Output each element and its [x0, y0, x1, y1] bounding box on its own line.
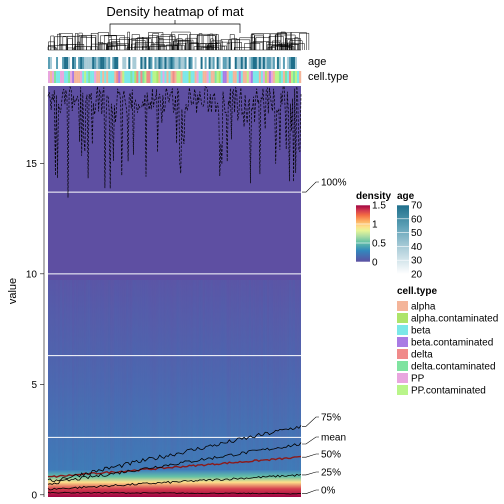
age-legend-tick-label: 30	[411, 256, 423, 267]
age-row-label: age	[308, 56, 326, 68]
quantile-label: 0%	[321, 486, 336, 497]
quantile-leader-line	[302, 489, 319, 494]
density-legend-ticks: 1.5 1 0.5 0	[356, 201, 386, 269]
age-legend: age 70 60 50 40 30 20	[397, 191, 423, 281]
cell-type-annotation-row	[48, 71, 302, 83]
cell-type-legend-swatch	[397, 349, 408, 359]
density-legend-colorbar	[356, 205, 370, 262]
cell-type-legend-swatch	[397, 361, 408, 371]
cell-type-legend-swatch	[397, 337, 408, 347]
cell-type-legend-swatch	[397, 325, 408, 335]
density-legend-tick-label: 0	[372, 258, 378, 269]
quantile-label: 25%	[321, 468, 341, 479]
quantile-leader-line	[302, 416, 319, 427]
cell-type-legend-label: beta	[411, 326, 431, 337]
quantile-line-25	[47, 473, 302, 491]
cell-type-legend-label: beta.contaminated	[411, 338, 493, 349]
density-legend: density 1.5 1 0.5 0	[356, 191, 391, 269]
quantile-label: 75%	[321, 413, 341, 424]
quantile-line-100	[47, 85, 302, 198]
cell-type-legend-swatch	[397, 301, 408, 311]
heatmap-lower-field	[48, 280, 301, 470]
density-legend-tick-label: 1.5	[372, 201, 386, 212]
quantile-leader-line	[302, 436, 319, 445]
cell-type-legend-items: alphaalpha.contaminatedbetabeta.contamin…	[397, 301, 498, 397]
cell-type-legend-swatch	[397, 313, 408, 323]
cell-type-legend-label: delta	[411, 350, 433, 361]
quantile-label: 50%	[321, 450, 341, 461]
density-heatmap-body	[47, 85, 302, 497]
y-tick-label: 15	[26, 159, 38, 170]
chart-title: Density heatmap of mat	[106, 4, 244, 19]
quantile-line-mean	[47, 442, 302, 485]
heatmap-column-strips	[48, 280, 299, 470]
cell-type-legend-label: alpha	[411, 302, 436, 313]
age-legend-tick-label: 50	[411, 228, 423, 239]
y-axis-label: value	[7, 278, 19, 304]
y-axis: 0 5 10 15	[26, 86, 45, 501]
y-tick-label: 10	[26, 269, 38, 280]
age-legend-tick-label: 20	[411, 270, 423, 281]
heatmap-grid-lines	[48, 191, 301, 438]
age-legend-tick-label: 70	[411, 201, 423, 212]
quantile-line-0	[47, 491, 302, 495]
cell-type-legend-label: PP	[411, 374, 425, 385]
y-tick-label: 5	[31, 380, 37, 391]
cell-type-legend-label: alpha.contaminated	[411, 314, 498, 325]
quantile-leader-line	[302, 181, 319, 193]
quantile-line-50	[48, 455, 302, 478]
density-legend-tick-label: 1	[372, 220, 378, 231]
cell-type-legend-label: delta.contaminated	[411, 362, 496, 373]
cell-type-legend: cell.type alphaalpha.contaminatedbetabet…	[397, 286, 498, 397]
age-legend-colorbar	[397, 205, 409, 274]
cell-type-legend-label: PP.contaminated	[411, 386, 486, 397]
y-tick-label: 0	[31, 490, 37, 501]
quantile-label: 100%	[321, 178, 347, 189]
quantile-labels: 100% 75% mean 50% 25% 0%	[302, 178, 347, 497]
age-legend-tick-label: 60	[411, 214, 423, 225]
cell-type-legend-swatch	[397, 385, 408, 395]
quantile-lines	[47, 85, 302, 495]
quantile-label: mean	[321, 433, 346, 444]
column-dendrogram	[47, 20, 310, 51]
age-legend-title: age	[397, 191, 415, 202]
quantile-leader-line	[302, 471, 319, 476]
quantile-leader-line	[302, 453, 319, 458]
cell-type-row-label: cell.type	[308, 71, 348, 83]
age-legend-tick-label: 40	[411, 242, 423, 253]
age-legend-ticks: 70 60 50 40 30 20	[397, 201, 423, 281]
age-annotation-row	[48, 57, 302, 69]
density-legend-title: density	[356, 191, 391, 202]
quantile-line-75	[47, 425, 302, 483]
cell-type-legend-swatch	[397, 373, 408, 383]
cell-type-legend-title: cell.type	[397, 286, 437, 297]
density-legend-tick-label: 0.5	[372, 239, 386, 250]
